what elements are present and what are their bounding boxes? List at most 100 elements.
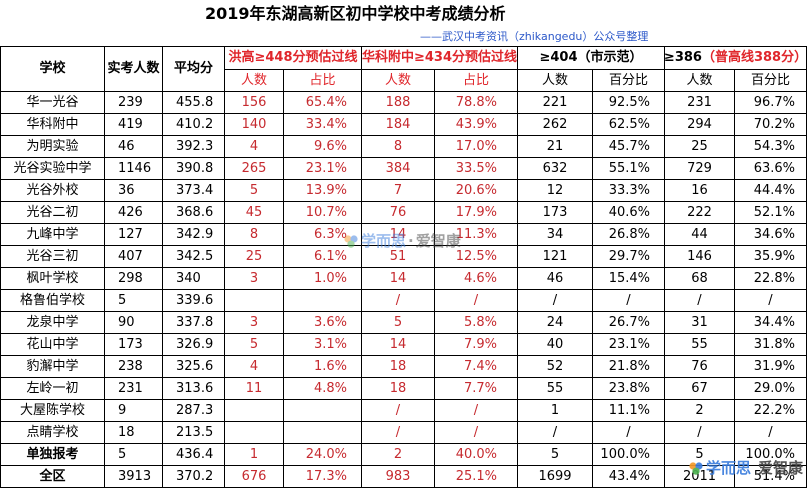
- table-row: 九峰中学 127 342.9 8 6.3% 14 11.3% 34 26.8% …: [1, 224, 807, 246]
- exam-count-cell: 18: [105, 422, 163, 444]
- average-score-cell: 340: [163, 268, 225, 290]
- exam-count-cell: 407: [105, 246, 163, 268]
- school-name-cell: 豹澥中学: [1, 356, 105, 378]
- exam-count-cell: 9: [105, 400, 163, 422]
- honggao-ratio-cell: [284, 290, 362, 312]
- above-404-percent-cell: 15.4%: [593, 268, 665, 290]
- above-386-count-cell: 231: [665, 92, 735, 114]
- honggao-count-cell: 3: [225, 312, 284, 334]
- honggao-count-cell: 140: [225, 114, 284, 136]
- huakefuzhong-ratio-cell: 43.9%: [435, 114, 518, 136]
- average-score-cell: 213.5: [163, 422, 225, 444]
- average-score-cell: 342.9: [163, 224, 225, 246]
- honggao-ratio-cell: 4.8%: [284, 378, 362, 400]
- watermark-brand-xueersi: 学而思: [361, 232, 407, 250]
- above-386-percent-cell: 44.4%: [735, 180, 807, 202]
- honggao-ratio-cell: 33.4%: [284, 114, 362, 136]
- above-404-percent-cell: 23.8%: [593, 378, 665, 400]
- huakefuzhong-count-cell: 188: [362, 92, 435, 114]
- above-404-percent-cell: /: [593, 422, 665, 444]
- above-404-percent-cell: 40.6%: [593, 202, 665, 224]
- score-table: 学校 实考人数 平均分 洪高≥448分预估过线 华科附中≥434分预估过线 ≥4…: [0, 46, 807, 488]
- header-above-386: ≥386 （普高线388分）: [665, 47, 807, 70]
- honggao-ratio-cell: 10.7%: [284, 202, 362, 224]
- table-row: 点睛学校 18 213.5 / / / / / /: [1, 422, 807, 444]
- above-404-percent-cell: 33.3%: [593, 180, 665, 202]
- header-above-404-count: 人数: [518, 70, 593, 92]
- average-score-cell: 373.4: [163, 180, 225, 202]
- honggao-ratio-cell: 1.0%: [284, 268, 362, 290]
- honggao-ratio-cell: 3.6%: [284, 312, 362, 334]
- huakefuzhong-ratio-cell: 40.0%: [435, 444, 518, 466]
- above-386-percent-cell: 63.6%: [735, 158, 807, 180]
- above-404-count-cell: 12: [518, 180, 593, 202]
- above-404-count-cell: 173: [518, 202, 593, 224]
- honggao-count-cell: 265: [225, 158, 284, 180]
- table-row: 枫叶学校 298 340 3 1.0% 14 4.6% 46 15.4% 68 …: [1, 268, 807, 290]
- above-386-count-cell: /: [665, 422, 735, 444]
- average-score-cell: 368.6: [163, 202, 225, 224]
- school-name-cell: 光谷二初: [1, 202, 105, 224]
- page-title: 2019年东湖高新区初中学校中考成绩分析: [205, 4, 506, 23]
- header-above-404: ≥404（市示范）: [518, 47, 665, 70]
- exam-count-cell: 238: [105, 356, 163, 378]
- above-386-percent-cell: /: [735, 422, 807, 444]
- huakefuzhong-count-cell: 5: [362, 312, 435, 334]
- school-name-cell: 花山中学: [1, 334, 105, 356]
- exam-count-cell: 426: [105, 202, 163, 224]
- above-386-count-cell: 222: [665, 202, 735, 224]
- above-386-percent-cell: 52.1%: [735, 202, 807, 224]
- huakefuzhong-count-cell: 384: [362, 158, 435, 180]
- exam-count-cell: 5: [105, 444, 163, 466]
- table-header: 学校 实考人数 平均分 洪高≥448分预估过线 华科附中≥434分预估过线 ≥4…: [1, 47, 807, 92]
- average-score-cell: 313.6: [163, 378, 225, 400]
- honggao-ratio-cell: 9.6%: [284, 136, 362, 158]
- header-above-386-note: （普高线388分）: [701, 50, 807, 65]
- above-386-percent-cell: 22.2%: [735, 400, 807, 422]
- above-404-count-cell: 55: [518, 378, 593, 400]
- exam-count-cell: 5: [105, 290, 163, 312]
- honggao-count-cell: [225, 290, 284, 312]
- honggao-count-cell: 1: [225, 444, 284, 466]
- above-386-count-cell: 76: [665, 356, 735, 378]
- huakefuzhong-count-cell: /: [362, 422, 435, 444]
- table-row: 光谷实验中学 1146 390.8 265 23.1% 384 33.5% 63…: [1, 158, 807, 180]
- table-body: 华一光谷 239 455.8 156 65.4% 188 78.8% 221 9…: [1, 92, 807, 488]
- above-404-count-cell: 1: [518, 400, 593, 422]
- xueersi-logo-icon: [689, 462, 703, 475]
- huakefuzhong-count-cell: /: [362, 290, 435, 312]
- above-386-percent-cell: 34.6%: [735, 224, 807, 246]
- above-386-count-cell: 25: [665, 136, 735, 158]
- honggao-ratio-cell: 13.9%: [284, 180, 362, 202]
- header-huakefuzhong-count: 人数: [362, 70, 435, 92]
- above-404-count-cell: 221: [518, 92, 593, 114]
- header-honggao-threshold: 洪高≥448分预估过线: [225, 47, 362, 70]
- exam-count-cell: 3913: [105, 466, 163, 488]
- huakefuzhong-count-cell: 2: [362, 444, 435, 466]
- average-score-cell: 390.8: [163, 158, 225, 180]
- honggao-count-cell: 156: [225, 92, 284, 114]
- above-386-percent-cell: /: [735, 290, 807, 312]
- huakefuzhong-ratio-cell: 7.9%: [435, 334, 518, 356]
- average-score-cell: 325.6: [163, 356, 225, 378]
- above-386-percent-cell: 35.9%: [735, 246, 807, 268]
- honggao-ratio-cell: 65.4%: [284, 92, 362, 114]
- school-name-cell: 光谷外校: [1, 180, 105, 202]
- school-name-cell: 华科附中: [1, 114, 105, 136]
- school-name-cell: 大屋陈学校: [1, 400, 105, 422]
- table-row: 光谷外校 36 373.4 5 13.9% 7 20.6% 12 33.3% 1…: [1, 180, 807, 202]
- honggao-count-cell: 8: [225, 224, 284, 246]
- honggao-ratio-cell: 17.3%: [284, 466, 362, 488]
- honggao-ratio-cell: 3.1%: [284, 334, 362, 356]
- above-386-count-cell: 2: [665, 400, 735, 422]
- honggao-count-cell: 5: [225, 180, 284, 202]
- above-404-count-cell: 632: [518, 158, 593, 180]
- honggao-ratio-cell: 6.3%: [284, 224, 362, 246]
- honggao-count-cell: [225, 422, 284, 444]
- exam-count-cell: 298: [105, 268, 163, 290]
- above-386-count-cell: 294: [665, 114, 735, 136]
- above-386-percent-cell: 31.9%: [735, 356, 807, 378]
- exam-count-cell: 419: [105, 114, 163, 136]
- school-name-cell: 华一光谷: [1, 92, 105, 114]
- header-average-score: 平均分: [163, 47, 225, 92]
